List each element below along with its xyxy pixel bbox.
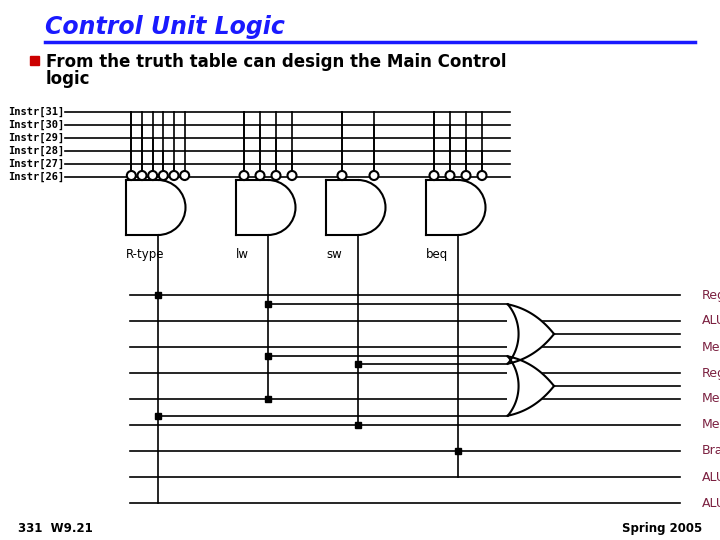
Circle shape [430, 171, 438, 180]
Text: 331  W9.21: 331 W9.21 [18, 522, 93, 535]
Text: Instr[28]: Instr[28] [8, 146, 64, 156]
Text: sw: sw [326, 248, 342, 261]
Text: MemtoReg: MemtoReg [702, 341, 720, 354]
Circle shape [477, 171, 487, 180]
Circle shape [338, 171, 346, 180]
Text: Instr[30]: Instr[30] [8, 120, 64, 130]
Circle shape [446, 171, 454, 180]
Text: ALUOp0: ALUOp0 [702, 496, 720, 510]
Bar [30, 56, 39, 65]
Text: lw: lw [236, 248, 249, 261]
Text: RegWrite: RegWrite [702, 367, 720, 380]
Text: Branch: Branch [702, 444, 720, 457]
Circle shape [148, 171, 157, 180]
Polygon shape [508, 305, 554, 364]
Circle shape [127, 171, 136, 180]
Text: ALUOp1: ALUOp1 [702, 470, 720, 483]
Text: Control Unit Logic: Control Unit Logic [45, 15, 285, 39]
Circle shape [180, 171, 189, 180]
Circle shape [369, 171, 379, 180]
Circle shape [462, 171, 470, 180]
Circle shape [159, 171, 168, 180]
Circle shape [256, 171, 264, 180]
Text: logic: logic [46, 70, 91, 88]
Text: Instr[31]: Instr[31] [8, 107, 64, 117]
Text: beq: beq [426, 248, 449, 261]
Text: ALUSrc: ALUSrc [702, 314, 720, 327]
Circle shape [287, 171, 297, 180]
Text: Instr[27]: Instr[27] [8, 159, 64, 169]
Text: R-type: R-type [126, 248, 164, 261]
Circle shape [169, 171, 179, 180]
Text: MemWrite: MemWrite [702, 418, 720, 431]
Text: MemRead: MemRead [702, 393, 720, 406]
Text: RegDst: RegDst [702, 288, 720, 301]
Circle shape [240, 171, 248, 180]
Text: Instr[26]: Instr[26] [8, 172, 64, 182]
Text: From the truth table can design the Main Control: From the truth table can design the Main… [46, 53, 506, 71]
Text: Spring 2005: Spring 2005 [622, 522, 702, 535]
Circle shape [271, 171, 281, 180]
Circle shape [138, 171, 146, 180]
Polygon shape [508, 356, 554, 416]
Text: Instr[29]: Instr[29] [8, 133, 64, 143]
